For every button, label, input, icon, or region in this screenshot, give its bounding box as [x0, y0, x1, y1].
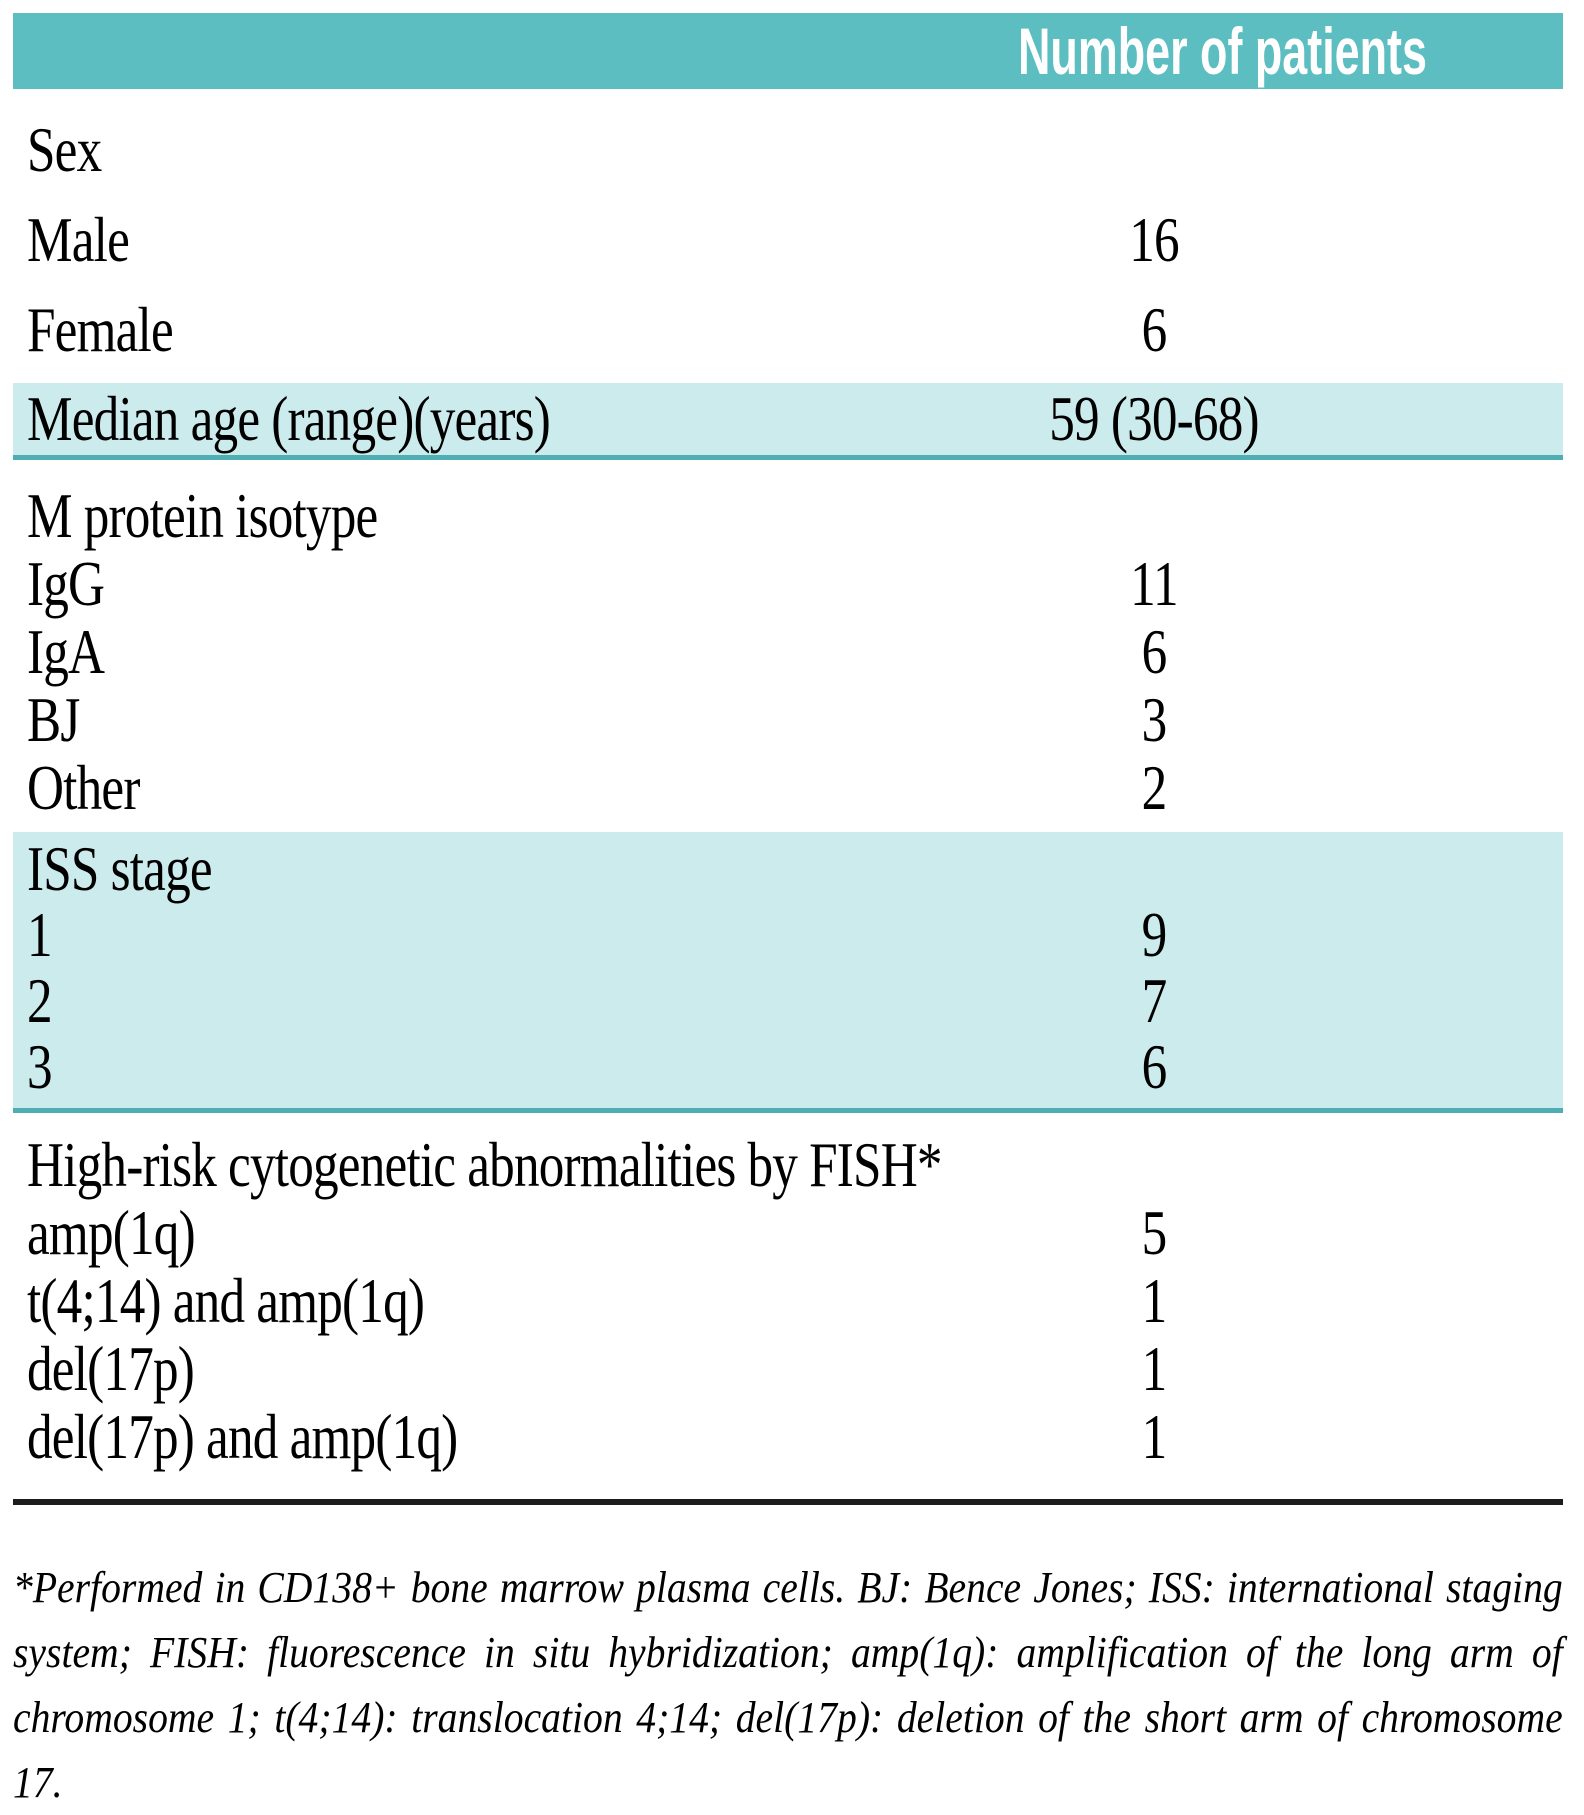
row-value-del17p: 1 [1141, 1333, 1168, 1404]
table-row: High-risk cytogenetic abnormalities by F… [13, 1129, 1563, 1200]
row-label-t414-amp1q: t(4;14) and amp(1q) [27, 1265, 425, 1336]
table-row: del(17p) and amp(1q) 1 [13, 1401, 1563, 1472]
row-label-other: Other [27, 752, 140, 823]
row-value-iss-3: 6 [1141, 1031, 1168, 1102]
row-value-other: 2 [1141, 752, 1168, 823]
section-iss-stage: ISS stage 1 9 2 7 3 6 [13, 832, 1563, 1113]
table-row: 3 6 [13, 1031, 1563, 1102]
row-label-iss-1: 1 [27, 899, 53, 970]
table-header-bar: Number of patients [13, 13, 1563, 89]
table-row: Sex [13, 105, 1563, 195]
row-value-bj: 3 [1141, 684, 1168, 755]
section-cytogenetics: High-risk cytogenetic abnormalities by F… [13, 1113, 1563, 1472]
section-median-age: Median age (range)(years) 59 (30-68) [13, 383, 1563, 460]
row-value-igg: 11 [1130, 548, 1178, 619]
table-row: 2 7 [13, 965, 1563, 1036]
row-label-iga: IgA [27, 616, 105, 687]
row-value-female: 6 [1141, 294, 1168, 365]
header-row: Number of patients [13, 13, 1563, 89]
row-label-median-age: Median age (range)(years) [27, 383, 551, 454]
table-row: t(4;14) and amp(1q) 1 [13, 1265, 1563, 1336]
table-row: BJ 3 [13, 684, 1563, 755]
row-label-female: Female [27, 294, 174, 365]
row-label-male: Male [27, 204, 130, 275]
row-label-iss-3: 3 [27, 1031, 53, 1102]
row-label-amp1q: amp(1q) [27, 1197, 196, 1268]
table-row: Female 6 [13, 285, 1563, 375]
row-label-bj: BJ [27, 684, 80, 755]
table-row: Male 16 [13, 195, 1563, 285]
section-sex: Sex Male 16 Female 6 [13, 89, 1563, 375]
column-header-number-of-patients: Number of patients [1018, 14, 1427, 88]
row-value-del17p-amp1q: 1 [1141, 1401, 1168, 1472]
row-label-iss-2: 2 [27, 965, 53, 1036]
table-bottom-rule [13, 1499, 1563, 1505]
row-value-iss-2: 7 [1141, 965, 1168, 1036]
row-label-m-protein-isotype: M protein isotype [27, 480, 378, 551]
row-value-median-age: 59 (30-68) [1049, 383, 1259, 454]
row-value-male: 16 [1129, 204, 1179, 275]
row-label-del17p-amp1q: del(17p) and amp(1q) [27, 1401, 458, 1472]
table-row: Other 2 [13, 752, 1563, 823]
table-row: IgA 6 [13, 616, 1563, 687]
row-value-iss-1: 9 [1141, 899, 1168, 970]
table-row: del(17p) 1 [13, 1333, 1563, 1404]
section-m-protein-isotype: M protein isotype IgG 11 IgA 6 BJ 3 Othe… [13, 460, 1563, 832]
row-label-iss-stage: ISS stage [27, 833, 213, 904]
row-label-igg: IgG [27, 548, 105, 619]
table-row: ISS stage [13, 833, 1563, 904]
table-row: 1 9 [13, 899, 1563, 970]
table-row: IgG 11 [13, 548, 1563, 619]
table-row: Median age (range)(years) 59 (30-68) [13, 383, 1563, 455]
table-row: amp(1q) 5 [13, 1197, 1563, 1268]
row-label-del17p: del(17p) [27, 1333, 195, 1404]
row-value-amp1q: 5 [1141, 1197, 1168, 1268]
row-label-cytogenetics-header: High-risk cytogenetic abnormalities by F… [27, 1129, 942, 1200]
table-row: M protein isotype [13, 480, 1563, 551]
row-label-sex: Sex [27, 114, 102, 185]
row-value-t414-amp1q: 1 [1141, 1265, 1168, 1336]
table-footnote: *Performed in CD138+ bone marrow plasma … [13, 1563, 1563, 1807]
row-value-iga: 6 [1141, 616, 1168, 687]
